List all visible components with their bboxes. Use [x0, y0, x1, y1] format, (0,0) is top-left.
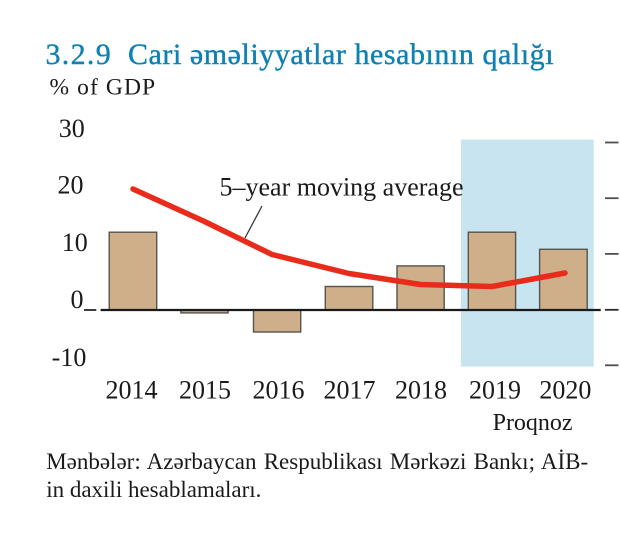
svg-text:Cari əməliyyatlar hesabının qa: Cari əməliyyatlar hesabının qalığı	[128, 38, 554, 71]
svg-text:30: 30	[59, 114, 85, 143]
svg-text:2016: 2016	[253, 376, 305, 405]
svg-text:-10: -10	[52, 343, 87, 372]
svg-text:10: 10	[62, 228, 88, 257]
svg-text:20: 20	[58, 171, 84, 200]
svg-text:0: 0	[71, 285, 84, 314]
svg-text:2020: 2020	[539, 376, 591, 405]
svg-text:2018: 2018	[395, 376, 447, 405]
svg-text:2017: 2017	[324, 376, 376, 405]
svg-text:2015: 2015	[179, 376, 231, 405]
svg-text:Proqnoz: Proqnoz	[493, 410, 573, 436]
svg-text:2019: 2019	[469, 376, 521, 405]
svg-text:2014: 2014	[106, 376, 158, 405]
svg-text:5–year moving average: 5–year moving average	[220, 173, 464, 202]
svg-text:3.2.9: 3.2.9	[46, 38, 113, 71]
svg-text:% of GDP: % of GDP	[50, 75, 157, 101]
